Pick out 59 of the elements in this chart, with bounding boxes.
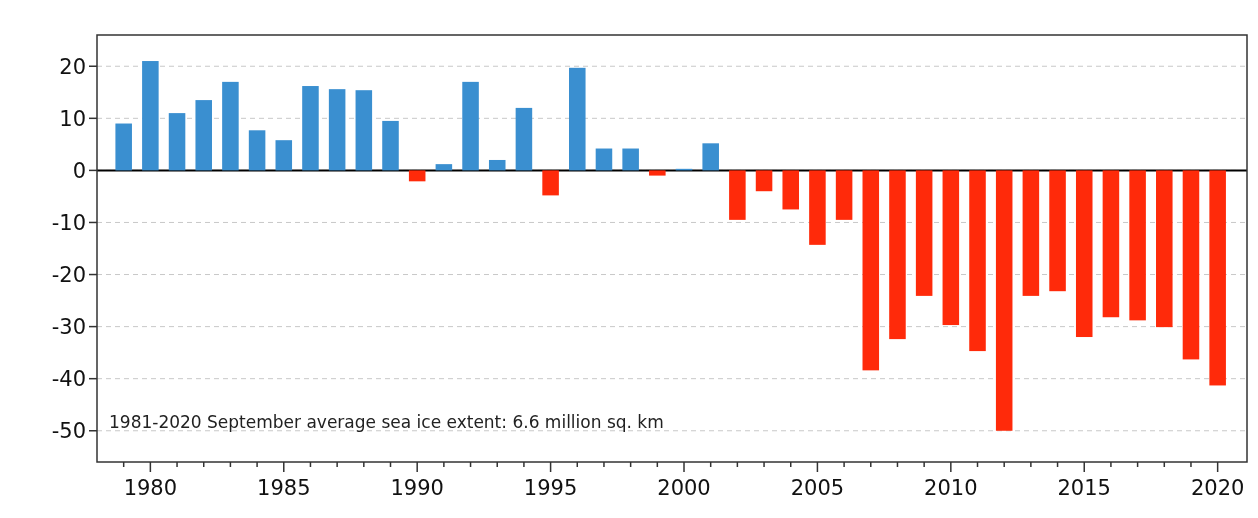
bar (275, 140, 293, 171)
bar (435, 164, 453, 171)
bar (595, 148, 613, 171)
bar (408, 170, 426, 182)
bar (302, 86, 319, 171)
x-tick-label: 1990 (390, 476, 444, 500)
bar (355, 90, 373, 171)
bar (488, 159, 506, 171)
bar (248, 130, 266, 171)
bar (622, 148, 639, 171)
bar (782, 170, 800, 210)
bar (1102, 170, 1120, 318)
bar (1022, 170, 1040, 296)
bar (729, 170, 746, 220)
bar (142, 61, 159, 171)
bar (222, 81, 239, 171)
bar (515, 107, 533, 171)
bar (1209, 170, 1226, 386)
y-tick-label: 10 (59, 106, 86, 131)
annotation: 1981-2020 September average sea ice extent: 6.6 million sq. km (109, 412, 664, 432)
bar (915, 170, 933, 296)
x-tick-label: 1985 (257, 476, 311, 500)
x-tick-label: 2005 (790, 476, 845, 500)
bar (835, 170, 853, 220)
x-tick-label: 2000 (657, 476, 711, 500)
bar (889, 170, 906, 340)
bar (1156, 170, 1173, 328)
x-tick-label: 2020 (1190, 476, 1245, 500)
bar (1049, 170, 1066, 292)
bar (382, 120, 399, 171)
y-tick-label: -20 (51, 262, 86, 287)
bar (168, 113, 186, 171)
x-tick-label: 2010 (924, 476, 978, 500)
bar (995, 170, 1013, 431)
bar (942, 170, 960, 326)
bar (115, 123, 132, 171)
bar (195, 100, 212, 171)
y-tick-label: -40 (51, 367, 86, 392)
bar (1075, 170, 1093, 338)
bar (862, 170, 880, 371)
bar (462, 81, 479, 171)
y-tick-label: -10 (51, 210, 86, 235)
bar (649, 170, 666, 176)
bar (755, 170, 773, 192)
bar (702, 143, 719, 171)
bar (809, 170, 826, 245)
y-tick-label: 20 (59, 54, 86, 79)
bar (1129, 170, 1146, 321)
bar (328, 89, 346, 171)
y-tick-label: 0 (72, 158, 86, 183)
x-tick-label: 2015 (1057, 476, 1111, 500)
bar (569, 67, 586, 171)
bar (542, 170, 559, 196)
y-tick-label: -30 (51, 314, 86, 339)
x-tick-label: 1980 (123, 476, 178, 500)
x-tick-label: 1995 (523, 476, 578, 500)
bar (1182, 170, 1200, 360)
bar (969, 170, 986, 352)
y-tick-label: -50 (51, 419, 86, 444)
